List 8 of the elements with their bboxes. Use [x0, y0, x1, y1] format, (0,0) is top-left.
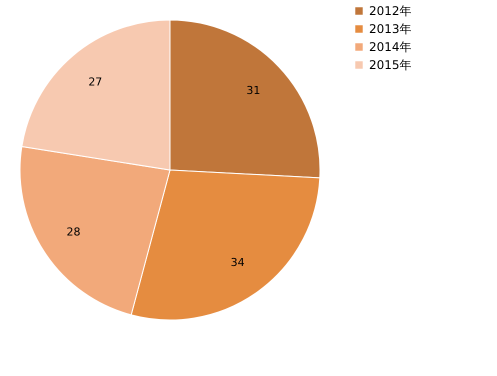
- legend-label: 2012年: [369, 4, 412, 18]
- data-label: 28: [66, 226, 81, 239]
- data-label: 31: [246, 84, 260, 97]
- legend-label: 2015年: [369, 58, 412, 72]
- legend-label: 2013年: [369, 22, 412, 36]
- data-label: 27: [88, 76, 102, 89]
- legend-label: 2014年: [369, 40, 412, 54]
- data-label: 34: [230, 256, 245, 270]
